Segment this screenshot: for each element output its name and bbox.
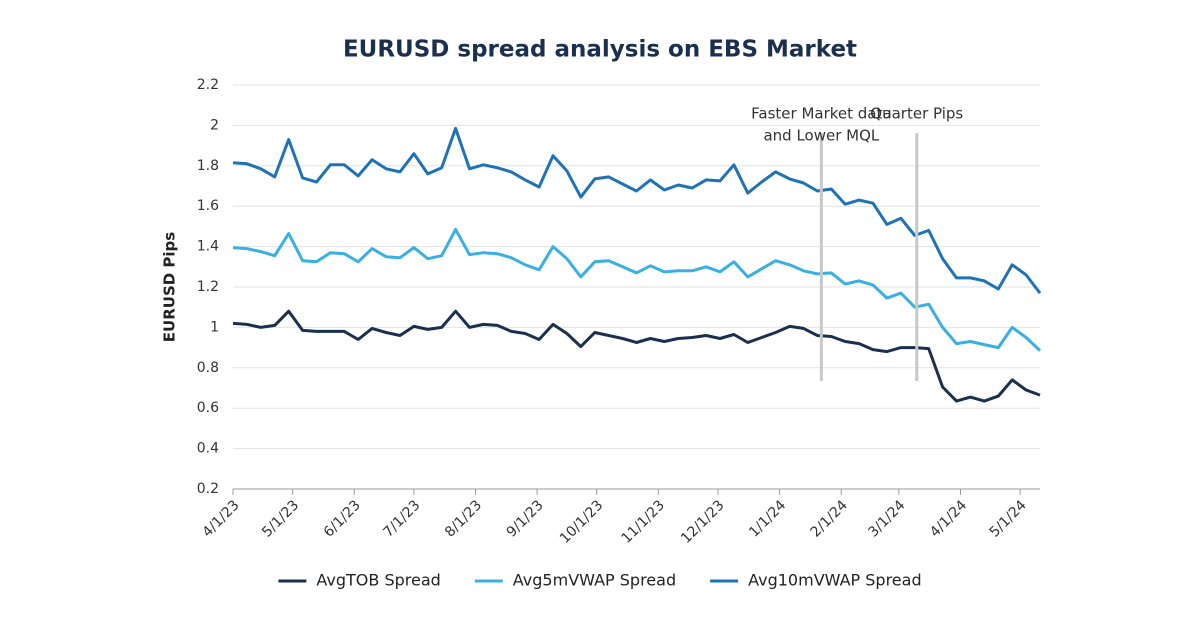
x-tick-label: 12/1/23 bbox=[678, 497, 727, 546]
x-tick-label: 5/1/23 bbox=[259, 497, 302, 540]
y-tick-label: 0.2 bbox=[197, 481, 219, 497]
x-tick-label: 9/1/23 bbox=[504, 497, 547, 540]
chart-title: EURUSD spread analysis on EBS Market bbox=[343, 37, 857, 63]
legend-label: Avg10mVWAP Spread bbox=[748, 571, 922, 590]
x-tick-label: 1/1/24 bbox=[746, 497, 789, 540]
x-tick-label: 11/1/23 bbox=[619, 497, 668, 546]
y-tick-label: 1.6 bbox=[197, 198, 219, 214]
legend-label: AvgTOB Spread bbox=[316, 571, 440, 590]
series-line bbox=[232, 126, 1042, 295]
annotation-text: and Lower MQL bbox=[763, 127, 879, 145]
annotation-text: Quarter Pips bbox=[870, 105, 963, 123]
y-tick-label: 2.2 bbox=[197, 77, 219, 93]
x-tick-label: 4/1/24 bbox=[927, 497, 970, 540]
y-tick-label: 1 bbox=[210, 319, 219, 335]
legend-label: Avg5mVWAP Spread bbox=[513, 571, 676, 590]
y-tick-label: 0.6 bbox=[197, 400, 219, 416]
y-tick-label: 2 bbox=[210, 117, 219, 133]
x-tick-label: 8/1/23 bbox=[442, 497, 485, 540]
y-tick-label: 1.2 bbox=[197, 279, 219, 295]
x-tick-label: 7/1/23 bbox=[380, 497, 423, 540]
y-axis-label: EURUSD Pips bbox=[161, 232, 179, 343]
x-tick-label: 2/1/24 bbox=[808, 497, 851, 540]
y-tick-label: 1.4 bbox=[197, 239, 219, 255]
y-tick-label: 0.8 bbox=[197, 360, 219, 376]
x-tick-label: 5/1/24 bbox=[987, 497, 1030, 540]
y-tick-label: 1.8 bbox=[197, 158, 219, 174]
series-line bbox=[232, 309, 1041, 403]
annotation-text: Faster Market data bbox=[751, 105, 891, 123]
x-tick-label: 6/1/23 bbox=[321, 497, 364, 540]
x-tick-label: 3/1/24 bbox=[865, 497, 908, 540]
series-line bbox=[232, 227, 1042, 352]
x-tick-label: 4/1/23 bbox=[199, 497, 242, 540]
y-tick-label: 0.4 bbox=[197, 441, 219, 457]
x-tick-label: 10/1/23 bbox=[557, 497, 606, 546]
